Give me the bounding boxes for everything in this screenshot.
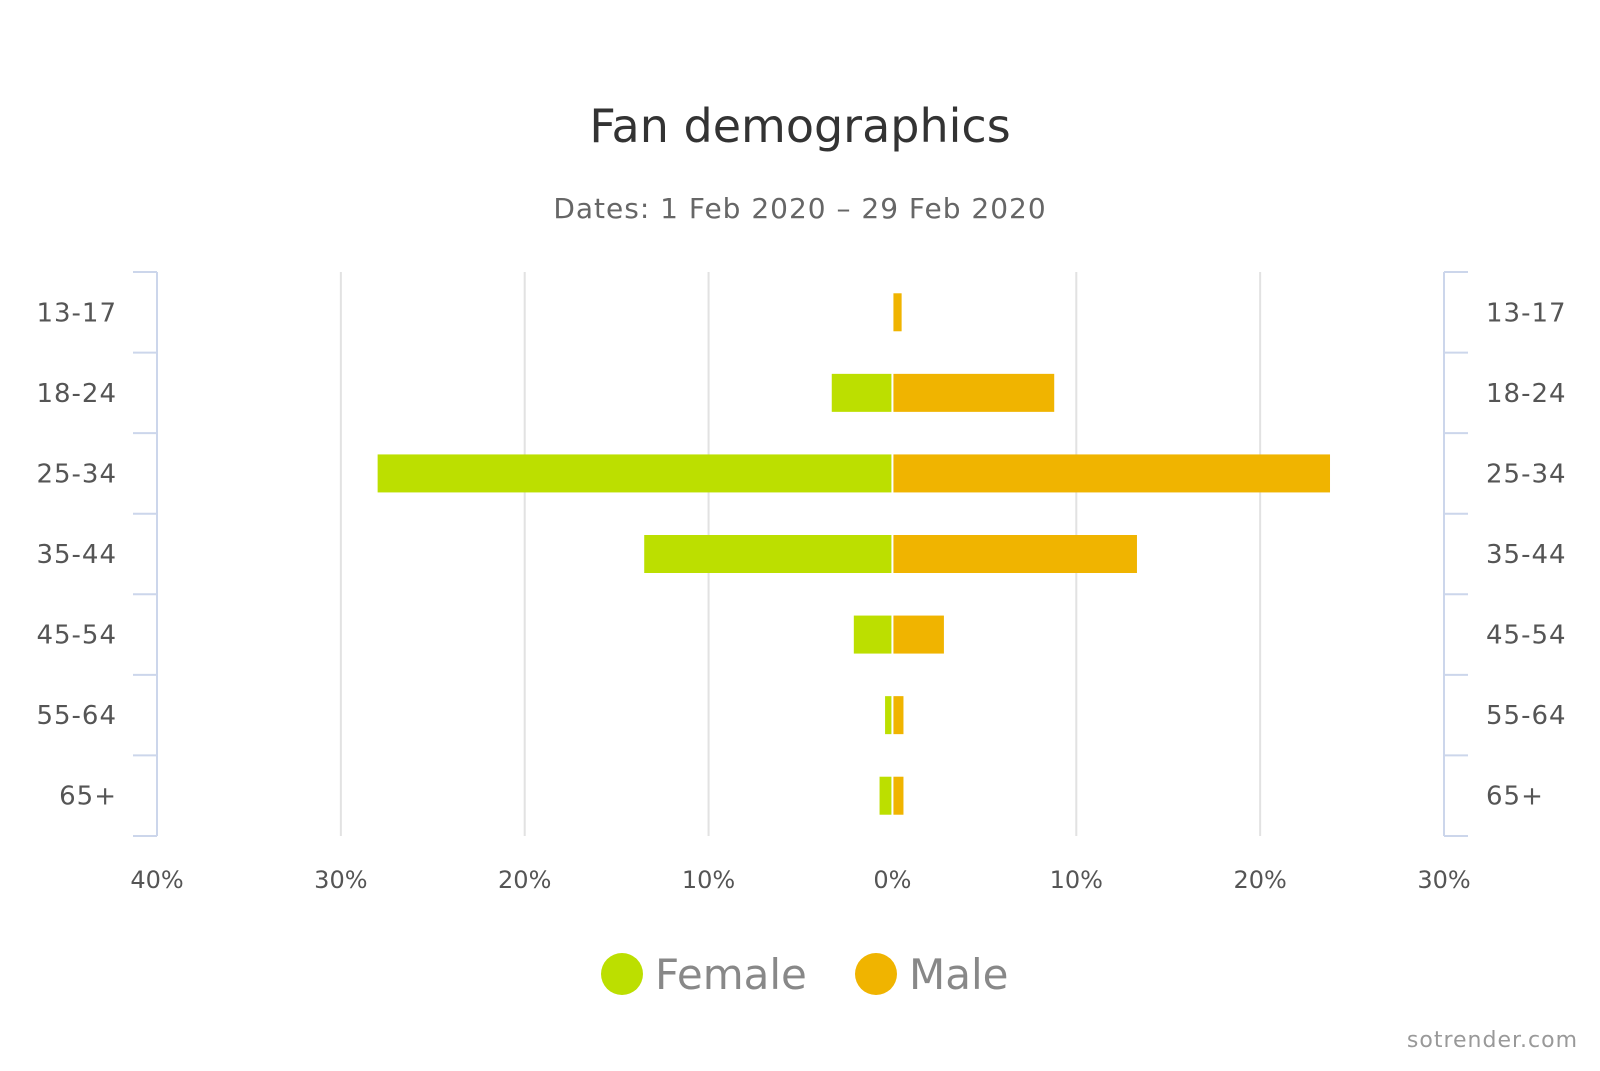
category-label-left: 65+ bbox=[59, 782, 117, 812]
credit-text: sotrender.com bbox=[1407, 1028, 1578, 1053]
category-label-left: 13-17 bbox=[36, 298, 117, 328]
category-label-right: 18-24 bbox=[1486, 379, 1567, 409]
category-label-left: 18-24 bbox=[36, 379, 117, 409]
legend: Female Male bbox=[601, 950, 1008, 999]
bars bbox=[377, 293, 1331, 815]
legend-label-female[interactable]: Female bbox=[655, 950, 807, 999]
x-tick-label: 30% bbox=[314, 866, 367, 894]
bar-male-55-64[interactable] bbox=[892, 696, 904, 735]
bar-female-25-34[interactable] bbox=[377, 454, 893, 493]
category-axes bbox=[133, 271, 1468, 837]
bar-female-45-54[interactable] bbox=[853, 615, 893, 654]
category-label-right: 45-54 bbox=[1486, 621, 1567, 651]
bar-male-18-24[interactable] bbox=[892, 373, 1055, 412]
category-label-right: 55-64 bbox=[1486, 701, 1567, 731]
category-labels: 13-17 13-17 18-24 18-24 25-34 25-34 35-44 35-44… bbox=[36, 298, 1567, 812]
x-tick-label: 0% bbox=[873, 866, 911, 894]
bar-female-35-44[interactable] bbox=[644, 535, 893, 573]
bar-female-65+[interactable] bbox=[879, 776, 893, 815]
bar-male-65+[interactable] bbox=[892, 776, 904, 815]
legend-label-male[interactable]: Male bbox=[909, 950, 1008, 999]
x-tick-label: 30% bbox=[1417, 866, 1470, 894]
category-label-right: 35-44 bbox=[1486, 540, 1567, 570]
x-tick-label: 10% bbox=[682, 866, 735, 894]
category-label-left: 45-54 bbox=[36, 621, 117, 651]
category-label-right: 13-17 bbox=[1486, 298, 1567, 328]
bar-male-45-54[interactable] bbox=[892, 615, 944, 654]
category-label-left: 55-64 bbox=[36, 701, 117, 731]
bar-male-25-34[interactable] bbox=[892, 454, 1331, 493]
x-tick-label: 10% bbox=[1050, 866, 1103, 894]
x-tick-label: 40% bbox=[130, 866, 183, 894]
category-label-right: 25-34 bbox=[1486, 459, 1567, 489]
bar-female-18-24[interactable] bbox=[831, 373, 893, 412]
category-label-left: 35-44 bbox=[36, 540, 117, 570]
legend-swatch-female[interactable] bbox=[601, 953, 643, 995]
category-label-left: 25-34 bbox=[36, 459, 117, 489]
x-tick-label: 20% bbox=[498, 866, 551, 894]
bar-female-55-64[interactable] bbox=[885, 696, 893, 735]
bar-male-35-44[interactable] bbox=[892, 535, 1137, 573]
x-axis-tick-labels: 40% 30% 20% 10% 0% 10% 20% 30% bbox=[130, 866, 1470, 894]
legend-swatch-male[interactable] bbox=[855, 953, 897, 995]
chart-subtitle: Dates: 1 Feb 2020 – 29 Feb 2020 bbox=[553, 192, 1046, 225]
category-label-right: 65+ bbox=[1486, 782, 1544, 812]
x-tick-label: 20% bbox=[1233, 866, 1286, 894]
bar-male-13-17[interactable] bbox=[892, 293, 902, 332]
chart-title: Fan demographics bbox=[589, 99, 1010, 153]
